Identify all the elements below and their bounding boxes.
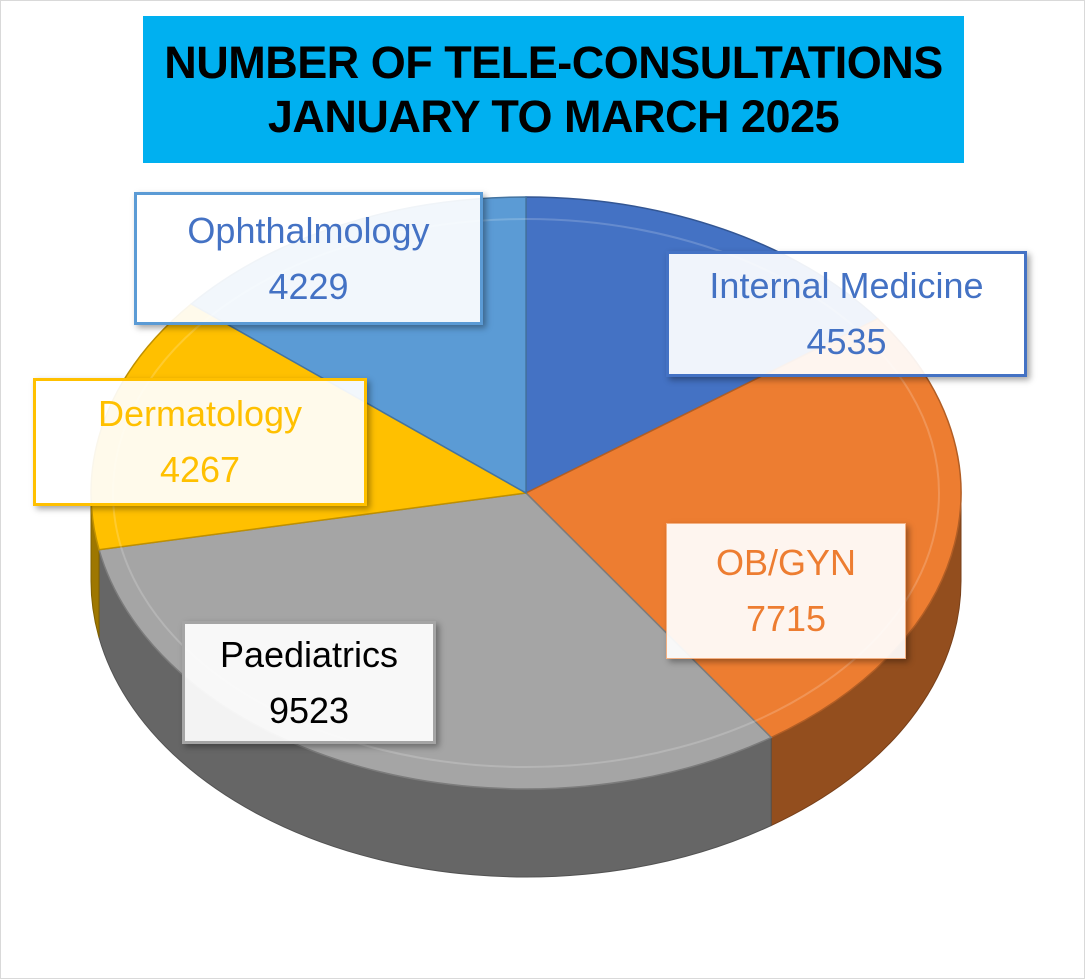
data-label-ob-gyn: OB/GYN 7715: [666, 523, 906, 659]
label-name: Dermatology: [97, 393, 303, 434]
label-value: 4535: [806, 321, 887, 362]
data-label-dermatology: Dermatology 4267: [33, 378, 367, 506]
data-label-paediatrics: Paediatrics 9523: [182, 621, 436, 744]
data-label-ophthalmology: Ophthalmology 4229: [134, 192, 483, 325]
chart-title: NUMBER OF TELE-CONSULTATIONS JANUARY TO …: [143, 16, 964, 163]
label-name: Internal Medicine: [709, 265, 984, 306]
label-value: 7715: [745, 598, 827, 639]
label-name: OB/GYN: [715, 542, 857, 583]
chart-title-line-1: NUMBER OF TELE-CONSULTATIONS: [164, 36, 943, 88]
label-value: 4229: [268, 265, 349, 307]
label-value: 9523: [268, 689, 350, 731]
data-label-internal-medicine: Internal Medicine 4535: [666, 251, 1027, 377]
label-name: Paediatrics: [219, 633, 399, 675]
chart-title-line-2: JANUARY TO MARCH 2025: [267, 90, 840, 142]
label-value: 4267: [159, 449, 241, 490]
label-name: Ophthalmology: [187, 209, 430, 251]
